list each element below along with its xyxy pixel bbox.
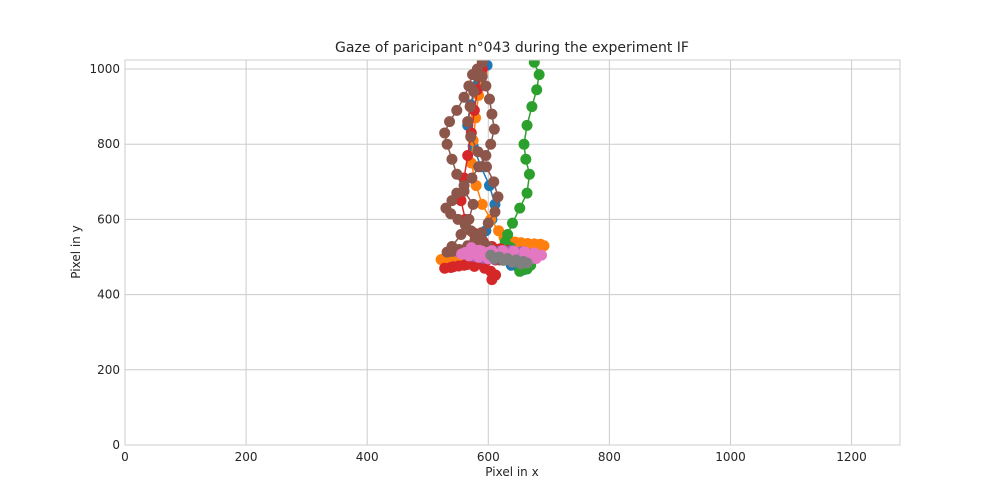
gaze-point [467, 198, 479, 210]
y-tick-label: 600 [97, 212, 120, 226]
gaze-point [485, 138, 497, 150]
gaze-point [446, 153, 458, 165]
gaze-point [462, 149, 474, 161]
gaze-point [451, 104, 463, 116]
gaze-point [455, 228, 467, 240]
x-tick-label: 1200 [836, 450, 867, 464]
gaze-point [464, 101, 476, 113]
gaze-point [508, 245, 520, 257]
gaze-point [519, 246, 531, 258]
gaze-point [480, 80, 492, 92]
gaze-point [488, 123, 500, 135]
gaze-point [483, 93, 495, 105]
gaze-point [480, 149, 492, 161]
gaze-point [518, 138, 530, 150]
gaze-point [480, 161, 492, 173]
gaze-point [521, 119, 533, 131]
gaze-point [458, 180, 470, 192]
gaze-point [533, 69, 545, 81]
plot-frame [124, 59, 901, 446]
gaze-point [473, 161, 485, 173]
gaze-point [458, 259, 470, 271]
y-tick-label: 0 [112, 438, 120, 452]
gaze-point [497, 254, 509, 266]
gaze-point [486, 274, 498, 286]
gaze-point [486, 108, 498, 120]
gaze-point [458, 91, 470, 103]
gaze-point [451, 168, 463, 180]
gaze-point [489, 206, 501, 218]
gaze-point [441, 138, 453, 150]
x-tick-label: 400 [356, 450, 379, 464]
gaze-point [528, 247, 540, 259]
gaze-point [439, 262, 451, 274]
y-tick-label: 800 [97, 137, 120, 151]
gaze-point [514, 202, 526, 214]
gaze-point [492, 191, 504, 203]
gaze-point [447, 261, 459, 273]
gaze-point [476, 198, 488, 210]
gaze-point [515, 258, 527, 270]
gaze-point [446, 240, 458, 252]
y-tick-label: 200 [97, 363, 120, 377]
x-tick-label: 800 [598, 450, 621, 464]
gaze-point [531, 84, 543, 96]
y-axis-label: Pixel in y [69, 225, 83, 278]
gaze-point [488, 176, 500, 188]
gaze-point [462, 116, 474, 128]
gaze-point [482, 217, 494, 229]
gaze-point [528, 60, 540, 68]
gaze-point [446, 195, 458, 207]
x-tick-label: 600 [477, 450, 500, 464]
gaze-point [444, 116, 456, 128]
gaze-point [466, 172, 478, 184]
series-group [435, 60, 550, 286]
x-tick-label: 200 [235, 450, 258, 464]
y-tick-label: 400 [97, 288, 120, 302]
x-axis-label: Pixel in x [485, 465, 538, 479]
gaze-point [463, 80, 475, 92]
x-tick-label: 1000 [715, 450, 746, 464]
gaze-point [473, 251, 485, 263]
chart-title: Gaze of paricipant n°043 during the expe… [335, 40, 689, 56]
gaze-point [465, 131, 477, 143]
gaze-point [476, 71, 488, 83]
gaze-point [463, 250, 475, 262]
gaze-point [523, 168, 535, 180]
gaze-point [521, 187, 533, 199]
x-tick-label: 0 [121, 450, 129, 464]
gaze-point [526, 101, 538, 113]
y-tick-label: 1000 [89, 62, 120, 76]
gaze-point [520, 153, 532, 165]
gaze-point [468, 260, 480, 272]
gaze-point [488, 253, 500, 265]
gaze-point [507, 217, 518, 229]
gaze-point [507, 256, 518, 268]
gaze-point [439, 127, 451, 139]
